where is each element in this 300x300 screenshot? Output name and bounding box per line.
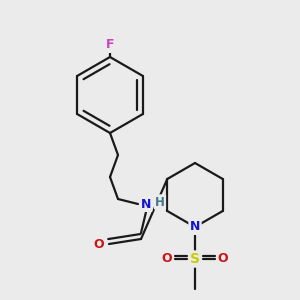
- Text: O: O: [94, 238, 104, 250]
- Text: O: O: [162, 253, 172, 266]
- Text: H: H: [155, 196, 165, 208]
- Text: N: N: [141, 197, 151, 211]
- Text: O: O: [218, 253, 228, 266]
- Text: N: N: [190, 220, 200, 233]
- Text: F: F: [106, 38, 114, 52]
- Text: S: S: [190, 252, 200, 266]
